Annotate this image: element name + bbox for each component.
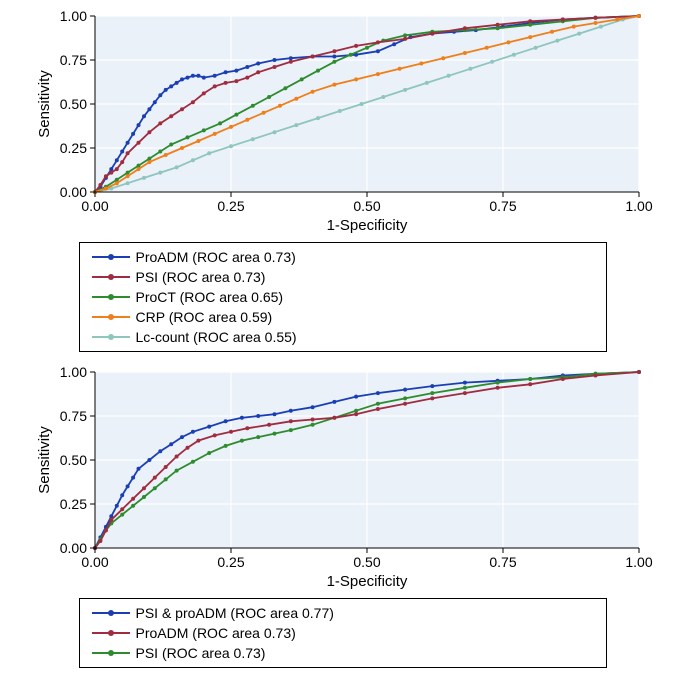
svg-text:0.75: 0.75 bbox=[489, 554, 516, 570]
svg-text:0.75: 0.75 bbox=[59, 52, 86, 68]
svg-text:0.50: 0.50 bbox=[353, 554, 380, 570]
legend-item-CRP: CRP (ROC area 0.59) bbox=[92, 309, 337, 325]
legend-item-ProCT: ProCT (ROC area 0.65) bbox=[92, 289, 337, 305]
legend-swatch-PSI_only bbox=[92, 647, 130, 659]
svg-text:0.00: 0.00 bbox=[81, 554, 108, 570]
svg-text:Sensitivity: Sensitivity bbox=[36, 426, 53, 494]
svg-text:0.00: 0.00 bbox=[81, 198, 108, 214]
legend-label-PSI: PSI (ROC area 0.73) bbox=[136, 269, 266, 285]
legend-label-ProCT: ProCT (ROC area 0.65) bbox=[136, 289, 284, 305]
svg-text:0.25: 0.25 bbox=[59, 496, 86, 512]
svg-text:1.00: 1.00 bbox=[625, 554, 652, 570]
svg-text:1-Specificity: 1-Specificity bbox=[326, 217, 407, 234]
legend-label-Lc-count: Lc-count (ROC area 0.55) bbox=[136, 329, 297, 345]
svg-text:1-Specificity: 1-Specificity bbox=[326, 573, 407, 590]
svg-text:1.00: 1.00 bbox=[625, 198, 652, 214]
figure: 0.00 0.25 0.50 0.75 1.00 0.00 0.25 0.50 0.75 1.00… bbox=[0, 6, 685, 668]
legend-bottom: PSI & proADM (ROC area 0.77) ProADM (ROC … bbox=[79, 598, 607, 668]
legend-top: ProADM (ROC area 0.73) PSI (ROC area 0.73… bbox=[79, 242, 607, 352]
svg-text:1.00: 1.00 bbox=[59, 364, 86, 380]
svg-text:0.50: 0.50 bbox=[353, 198, 380, 214]
legend-label-ProADM_only: ProADM (ROC area 0.73) bbox=[136, 625, 296, 641]
svg-text:0.50: 0.50 bbox=[59, 96, 86, 112]
svg-text:0.25: 0.25 bbox=[217, 198, 244, 214]
svg-text:0.75: 0.75 bbox=[489, 198, 516, 214]
legend-label-PSI_only: PSI (ROC area 0.73) bbox=[136, 645, 266, 661]
svg-text:0.75: 0.75 bbox=[59, 408, 86, 424]
svg-text:0.25: 0.25 bbox=[217, 554, 244, 570]
legend-item-ProADM_only: ProADM (ROC area 0.73) bbox=[92, 625, 337, 641]
legend-swatch-PSI bbox=[92, 271, 130, 283]
legend-label-PSI_proADM: PSI & proADM (ROC area 0.77) bbox=[136, 605, 334, 621]
legend-swatch-Lc-count bbox=[92, 331, 130, 343]
legend-item-ProADM: ProADM (ROC area 0.73) bbox=[92, 249, 337, 265]
legend-swatch-ProADM_only bbox=[92, 627, 130, 639]
legend-item-PSI: PSI (ROC area 0.73) bbox=[92, 269, 337, 285]
roc-plot-top: 0.00 0.25 0.50 0.75 1.00 0.00 0.25 0.50 0.75 1.00… bbox=[33, 6, 653, 236]
legend-swatch-PSI_proADM bbox=[92, 607, 130, 619]
legend-label-CRP: CRP (ROC area 0.59) bbox=[136, 309, 273, 325]
legend-label-ProADM: ProADM (ROC area 0.73) bbox=[136, 249, 296, 265]
legend-item-PSI_only: PSI (ROC area 0.73) bbox=[92, 645, 337, 661]
legend-swatch-CRP bbox=[92, 311, 130, 323]
svg-text:0.00: 0.00 bbox=[59, 184, 86, 200]
legend-swatch-ProADM bbox=[92, 251, 130, 263]
svg-text:0.00: 0.00 bbox=[59, 540, 86, 556]
svg-text:0.50: 0.50 bbox=[59, 452, 86, 468]
svg-text:1.00: 1.00 bbox=[59, 8, 86, 24]
legend-item-PSI_proADM: PSI & proADM (ROC area 0.77) bbox=[92, 605, 337, 621]
svg-text:Sensitivity: Sensitivity bbox=[36, 70, 53, 138]
svg-text:0.25: 0.25 bbox=[59, 140, 86, 156]
roc-plot-bottom: 0.00 0.25 0.50 0.75 1.00 0.00 0.25 0.50 0.75 1.00… bbox=[33, 362, 653, 592]
legend-item-Lc-count: Lc-count (ROC area 0.55) bbox=[92, 329, 337, 345]
legend-swatch-ProCT bbox=[92, 291, 130, 303]
